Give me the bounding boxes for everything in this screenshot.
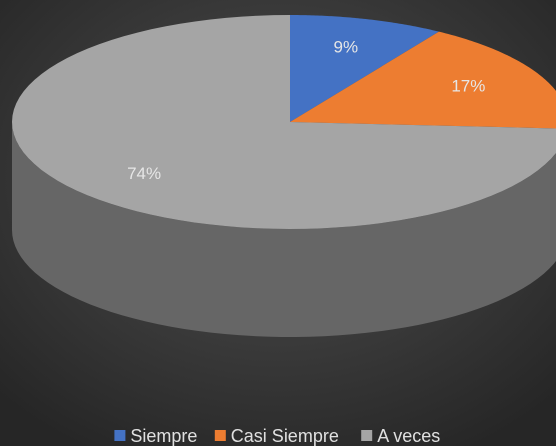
legend-label: A veces xyxy=(377,426,440,446)
legend-label: Casi Siempre xyxy=(231,426,339,446)
slice xyxy=(290,15,439,122)
legend-label: Siempre xyxy=(130,426,197,446)
slice xyxy=(290,31,556,129)
data-label: 74% xyxy=(127,164,161,183)
data-label: 17% xyxy=(451,77,485,96)
legend-marker xyxy=(361,430,373,441)
data-label: 9% xyxy=(334,38,359,57)
slice xyxy=(12,15,556,229)
legend-marker xyxy=(214,430,226,441)
legend-marker xyxy=(114,430,126,441)
slice-side xyxy=(12,122,556,337)
